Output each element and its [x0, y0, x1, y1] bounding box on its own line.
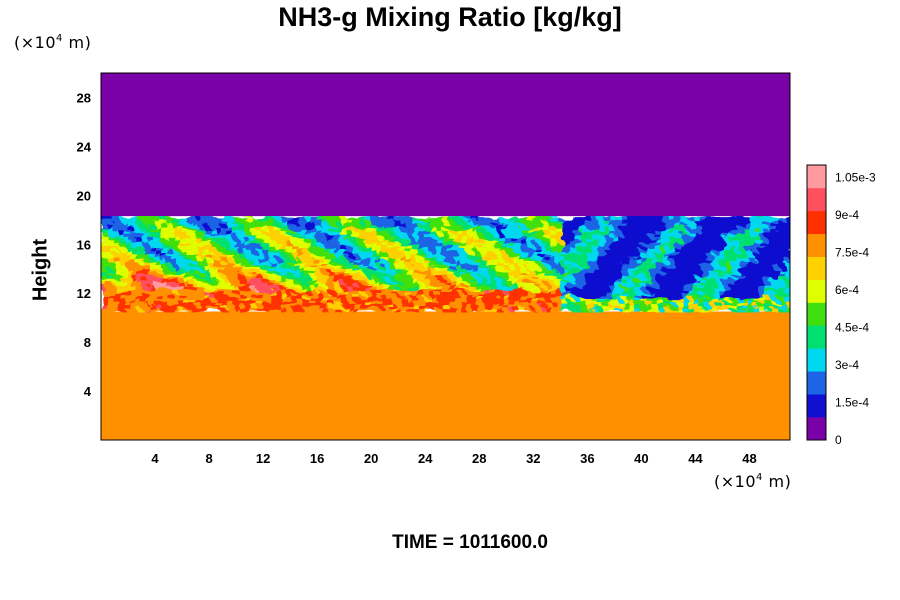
plot-frame — [100, 72, 791, 441]
x-tick-label: 20 — [364, 451, 378, 466]
colorbar-swatch — [807, 187, 826, 212]
colorbar-tick-label: 3e-4 — [835, 358, 859, 372]
y-tick-label: 16 — [77, 237, 91, 252]
x-tick-label: 32 — [526, 451, 540, 466]
colorbar-frame — [806, 164, 827, 441]
x-tick-label: 4 — [151, 451, 159, 466]
colorbar-tick-label: 1.05e-3 — [835, 171, 876, 185]
colorbar-swatch — [807, 394, 826, 418]
colorbar-swatch — [807, 233, 826, 257]
x-tick-label: 24 — [418, 451, 433, 466]
upper-layer — [101, 73, 790, 217]
x-unit-label: (×104 m) — [714, 472, 792, 491]
x-tick-label: 36 — [580, 451, 594, 466]
lower-layer — [101, 311, 790, 440]
x-tick-label: 44 — [688, 451, 703, 466]
y-unit-label: (×104 m) — [14, 33, 92, 52]
y-tick-label: 8 — [84, 335, 91, 350]
x-tick-label: 28 — [472, 451, 486, 466]
colorbar-swatch — [807, 417, 826, 441]
colorbar-swatch — [807, 371, 826, 395]
colorbar-tick-label: 1.5e-4 — [835, 396, 869, 410]
colorbar-tick-label: 7.5e-4 — [835, 246, 869, 260]
y-tick-label: 12 — [77, 286, 91, 301]
colorbar-tick-label: 9e-4 — [835, 208, 859, 222]
x-tick-label: 8 — [205, 451, 212, 466]
x-tick-label: 48 — [742, 451, 756, 466]
colorbar-tick-label: 0 — [835, 433, 842, 447]
x-tick-label: 40 — [634, 451, 648, 466]
colorbar-swatch — [807, 279, 826, 303]
mixed-layer — [101, 216, 790, 313]
colorbar-swatch — [807, 210, 826, 235]
chart-title: NH3-g Mixing Ratio [kg/kg] — [278, 2, 622, 32]
colorbar-swatch — [807, 165, 826, 189]
time-label: TIME = 1011600.0 — [392, 532, 548, 553]
colorbar-tick-label: 6e-4 — [835, 283, 859, 297]
x-tick-label: 12 — [256, 451, 270, 466]
colorbar-tick-label: 4.5e-4 — [835, 321, 869, 335]
colorbar-swatch — [807, 302, 826, 326]
y-tick-label: 20 — [77, 188, 91, 203]
colorbar-swatch — [807, 325, 826, 349]
colorbar-swatch — [807, 256, 826, 280]
y-tick-label: 24 — [77, 139, 92, 154]
x-tick-label: 16 — [310, 451, 324, 466]
y-tick-label: 28 — [77, 90, 91, 105]
y-tick-label: 4 — [84, 384, 92, 399]
colorbar-swatch — [807, 348, 826, 372]
